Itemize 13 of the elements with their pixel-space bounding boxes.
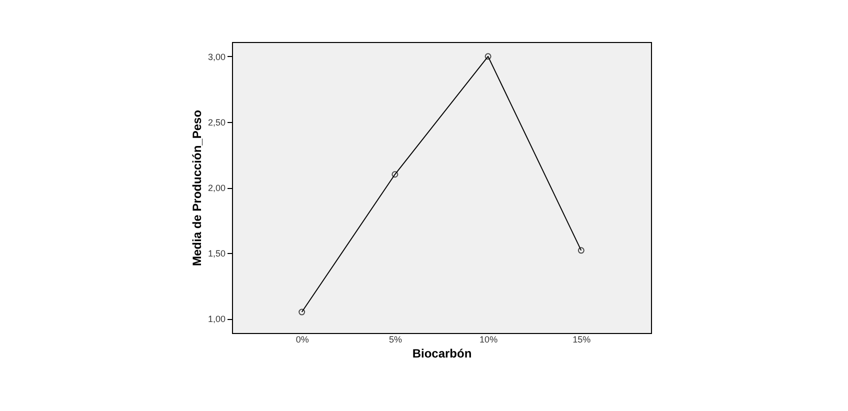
y-tick-label: 2,00 bbox=[208, 183, 226, 193]
y-axis-title: Media de Producción_Peso bbox=[190, 110, 204, 266]
y-tick-label: 2,50 bbox=[208, 117, 226, 128]
y-tick-label: 1,50 bbox=[208, 248, 226, 259]
point bbox=[392, 171, 398, 178]
x-axis-title: Biocarbón bbox=[412, 346, 472, 360]
x-tick-label: 0% bbox=[296, 334, 309, 344]
x-tick-label: 15% bbox=[572, 334, 591, 344]
x-tick-label: 10% bbox=[480, 334, 498, 344]
y-tick-label: 3,00 bbox=[208, 52, 226, 62]
y-tick-label: 1,00 bbox=[208, 314, 226, 324]
x-tick-label: 5% bbox=[388, 334, 402, 344]
point bbox=[484, 53, 492, 60]
